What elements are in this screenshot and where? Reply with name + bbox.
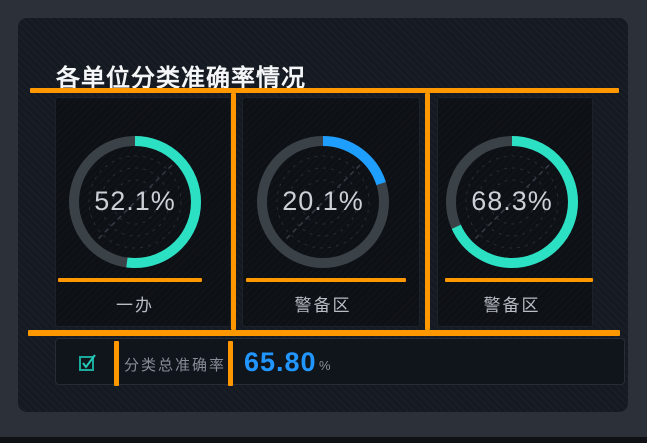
gauge-label: 警备区 <box>483 296 541 315</box>
annotation-summary-separator-2 <box>228 341 233 386</box>
annotation-underline-col2 <box>246 278 406 282</box>
gauge-chart: 52.1% <box>60 127 210 277</box>
annotation-column-separator-1 <box>231 93 236 330</box>
summary-unit: % <box>319 358 331 373</box>
annotation-underline-col1 <box>58 278 202 282</box>
gauge-card <box>55 97 231 327</box>
gauge-ring-icon <box>257 136 389 268</box>
checkbox-checked-icon[interactable] <box>78 353 97 372</box>
gauge-label: 警备区 <box>294 296 352 315</box>
gauge-value: 52.1% <box>94 186 176 216</box>
gauge-ring-icon <box>69 136 201 268</box>
gauge-chart: 68.3% <box>437 127 587 277</box>
gauge-value: 20.1% <box>282 186 364 216</box>
bottom-strip <box>0 437 647 443</box>
annotation-title-underline <box>30 88 619 93</box>
gauge-value: 68.3% <box>471 186 553 216</box>
summary-row: 分类总准确率 65.80 % <box>55 338 625 385</box>
annotation-column-separator-2 <box>425 93 430 330</box>
summary-label: 分类总准确率 <box>124 357 227 374</box>
gauge-chart: 20.1% <box>248 127 398 277</box>
gauge-card <box>437 97 593 327</box>
panel-title: 各单位分类准确率情况 <box>56 65 306 92</box>
annotation-full-rule <box>28 330 620 336</box>
annotation-summary-separator-1 <box>114 341 119 386</box>
gauge-ring-icon <box>446 136 578 268</box>
gauge-label: 一办 <box>116 296 154 315</box>
gauge-card <box>242 97 420 327</box>
summary-value: 65.80 <box>244 347 317 377</box>
annotation-underline-col3 <box>445 278 593 282</box>
